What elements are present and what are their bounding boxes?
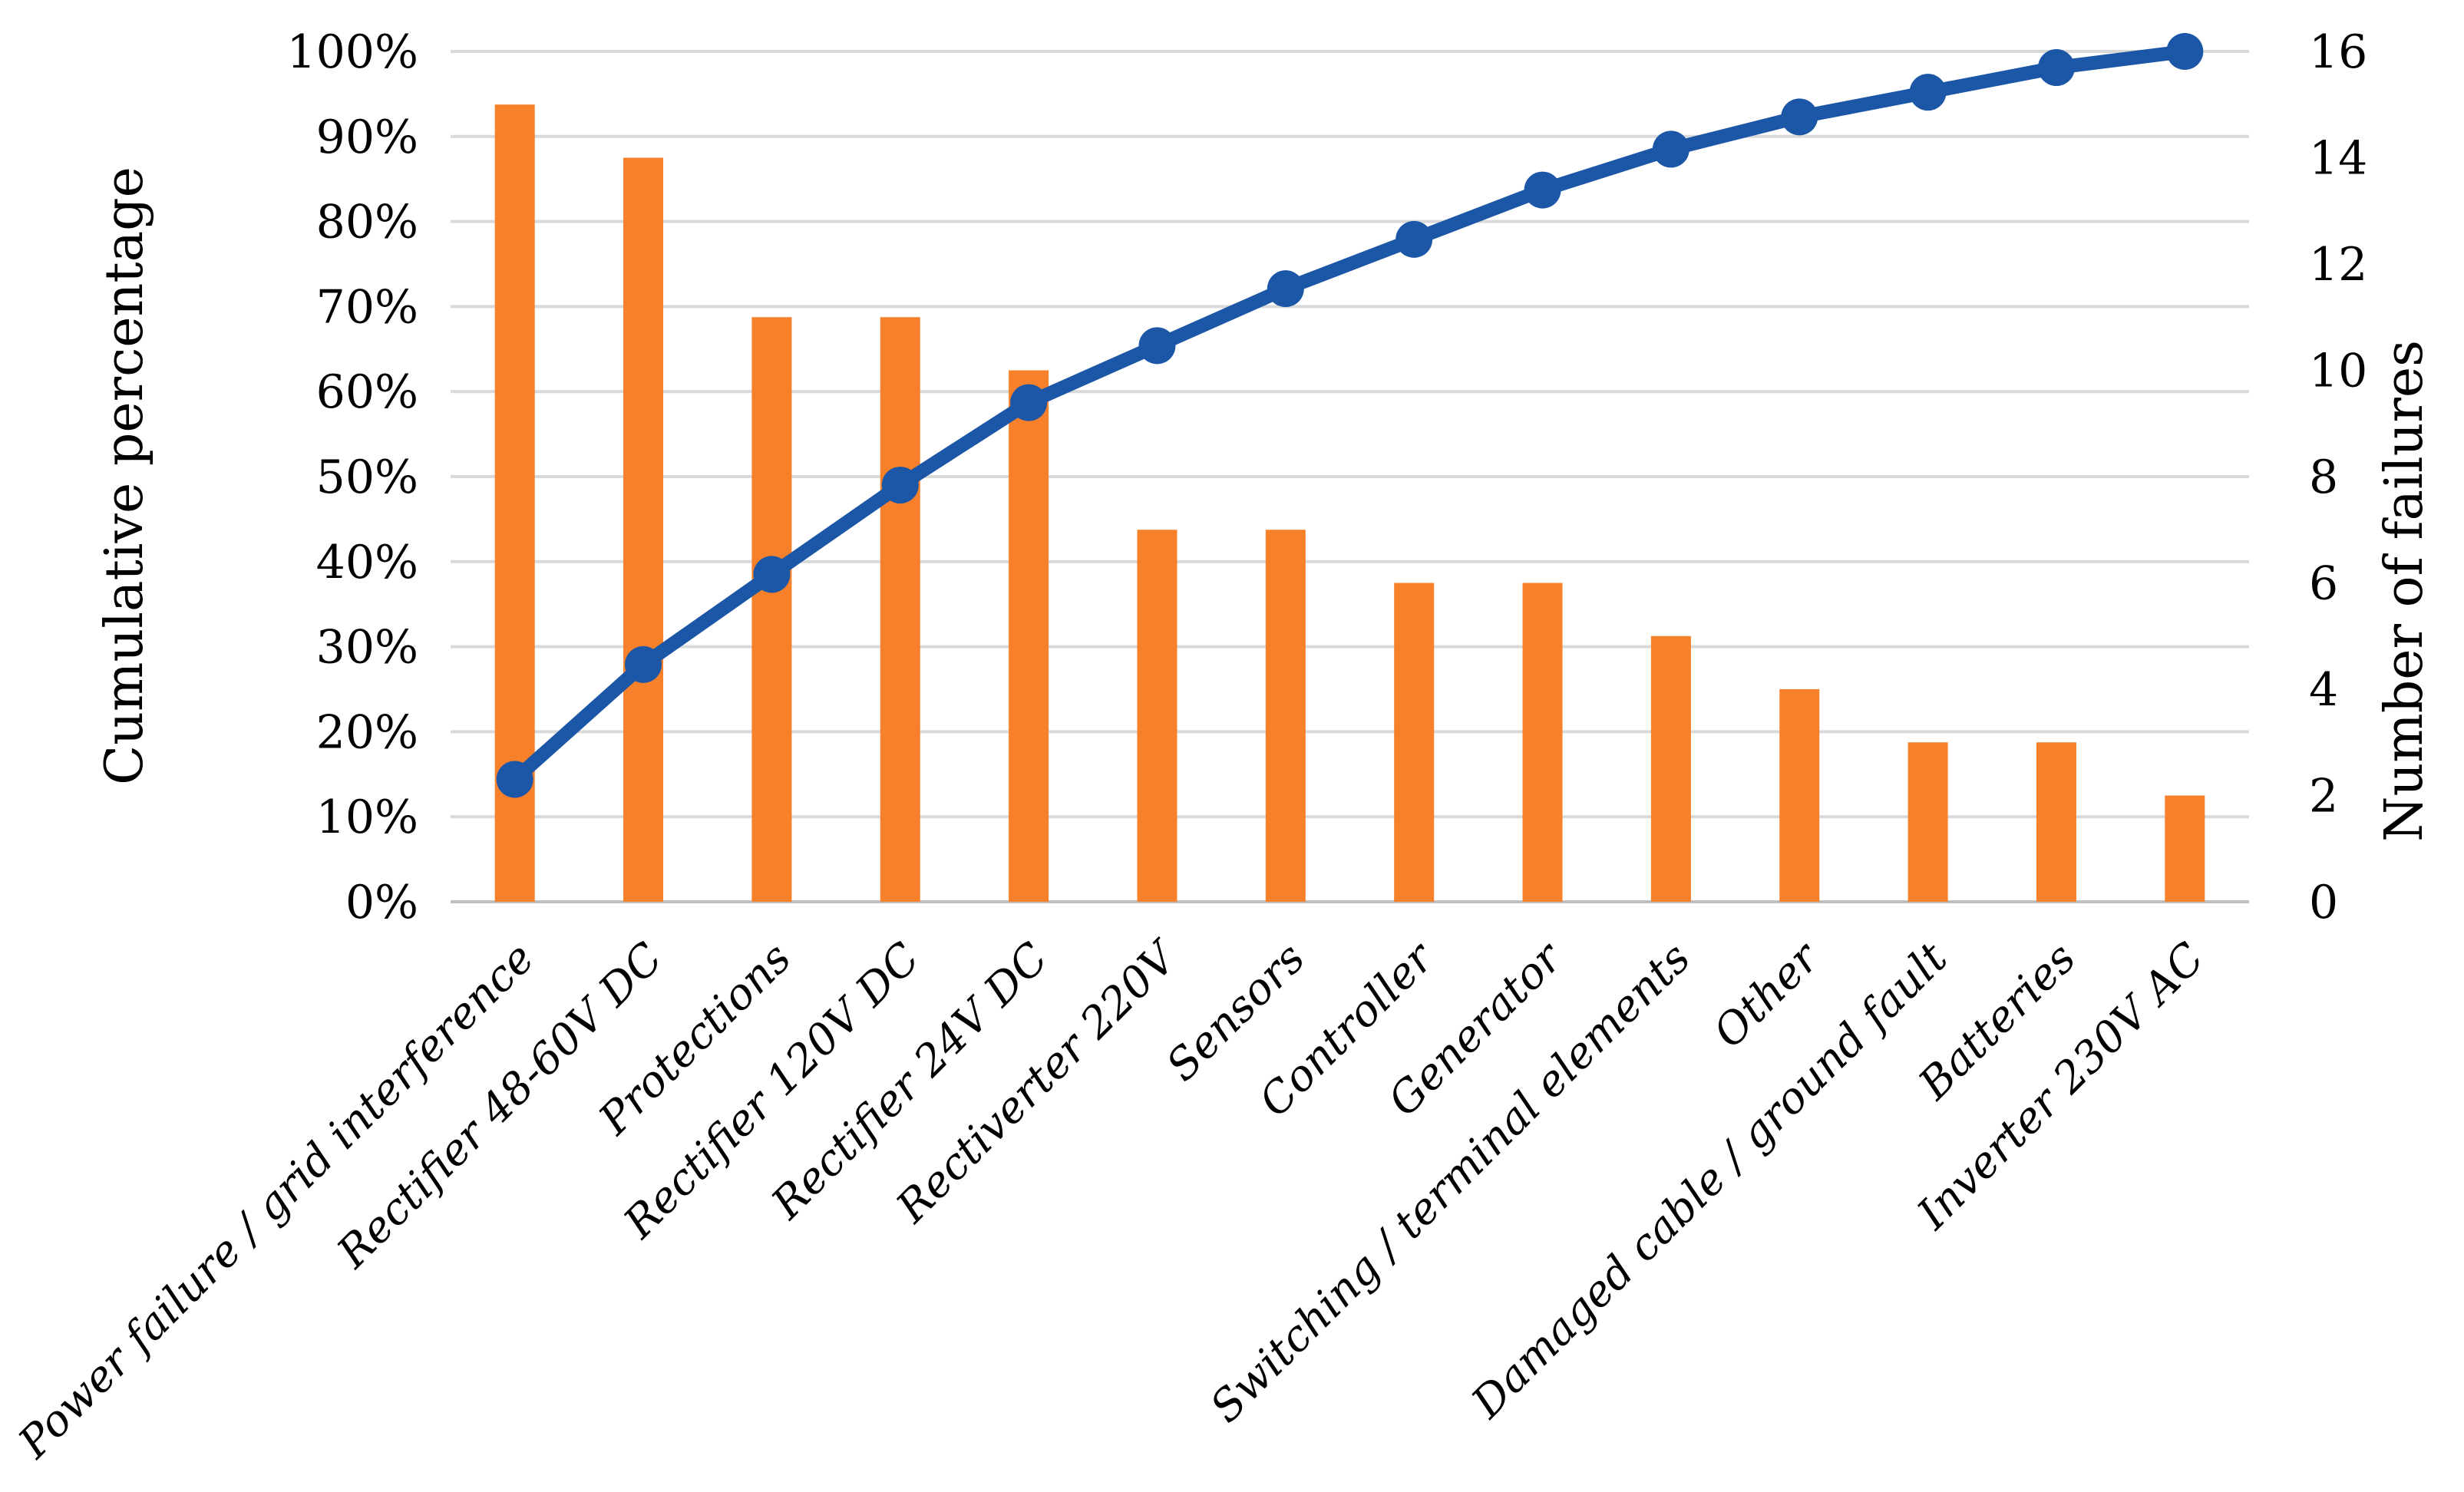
cumulative-point-marker	[625, 645, 662, 683]
failure-count-bar	[2165, 795, 2205, 902]
category-label: Switching / terminal elements	[1201, 933, 1699, 1432]
bars-group	[494, 104, 2205, 902]
cumulative-point-marker	[1010, 384, 1048, 421]
right-axis-tick-label: 2	[2309, 770, 2338, 824]
right-axis-tick-label: 12	[2309, 238, 2367, 292]
left-axis-tick-label: 0%	[345, 876, 418, 929]
failure-count-bar	[1522, 583, 1563, 902]
category-label: Damaged cable / ground fault	[1462, 933, 1957, 1428]
right-axis-tick-label: 4	[2309, 663, 2338, 717]
right-axis-tick-label: 10	[2309, 345, 2367, 398]
right-axis-tick-labels: 0 2 4 6 8 10 12 14 16	[2309, 25, 2367, 929]
failure-count-bar	[1907, 742, 1948, 902]
right-axis-tick-label: 16	[2309, 25, 2367, 79]
cumulative-point-marker	[753, 556, 791, 593]
cumulative-percentage-line	[507, 45, 2192, 787]
failure-count-bar	[2036, 742, 2076, 902]
failure-count-bar	[1137, 530, 1178, 902]
cumulative-line-group	[496, 33, 2204, 798]
failure-count-bar	[880, 317, 920, 902]
left-axis-tick-label: 70%	[316, 280, 418, 334]
gridlines-group	[451, 50, 2249, 903]
left-axis-tick-labels: 0% 10% 20% 30% 40% 50% 60% 70% 80% 90% 100%	[286, 25, 418, 929]
left-axis-tick-label: 20%	[316, 705, 418, 759]
failure-count-bar	[1650, 635, 1691, 902]
left-axis-tick-label: 80%	[316, 196, 418, 249]
left-axis-tick-label: 90%	[316, 111, 418, 164]
right-axis-title: Number of failures	[2374, 340, 2435, 842]
cumulative-point-marker	[1524, 171, 1561, 209]
cumulative-point-marker	[881, 467, 919, 504]
failure-count-bar	[1394, 583, 1435, 902]
left-axis-title: Cumulative percentage	[94, 167, 155, 785]
cumulative-point-marker	[2166, 33, 2204, 70]
failure-count-bar	[1779, 689, 1820, 902]
category-labels-group: Power failure / grid interferenceRectifi…	[8, 930, 2214, 1468]
cumulative-point-marker	[1781, 98, 1818, 136]
failure-count-bar	[1009, 370, 1049, 902]
left-axis-tick-label: 30%	[316, 621, 418, 675]
cumulative-point-marker	[1138, 327, 1176, 365]
failure-count-bar	[1265, 530, 1306, 902]
left-axis-tick-label: 100%	[286, 25, 418, 79]
cumulative-point-marker	[1395, 220, 1433, 258]
cumulative-point-marker	[496, 761, 533, 798]
right-axis-tick-label: 0	[2309, 876, 2338, 929]
right-axis-tick-label: 8	[2309, 451, 2338, 504]
left-axis-tick-label: 60%	[316, 365, 418, 419]
right-axis-tick-label: 14	[2309, 132, 2367, 186]
cumulative-point-marker	[1267, 270, 1304, 308]
failure-count-bar	[751, 317, 792, 902]
left-axis-tick-label: 50%	[316, 451, 418, 504]
left-axis-tick-label: 40%	[316, 536, 418, 589]
right-axis-tick-label: 6	[2309, 557, 2338, 611]
category-label: Other	[1704, 932, 1830, 1058]
category-label: Power failure / grid interference	[8, 933, 543, 1468]
left-axis-tick-label: 10%	[316, 791, 418, 844]
cumulative-point-marker	[1652, 130, 1689, 168]
failure-count-bar	[623, 157, 664, 902]
cumulative-point-marker	[2037, 49, 2075, 87]
cumulative-point-marker	[1909, 74, 1947, 111]
